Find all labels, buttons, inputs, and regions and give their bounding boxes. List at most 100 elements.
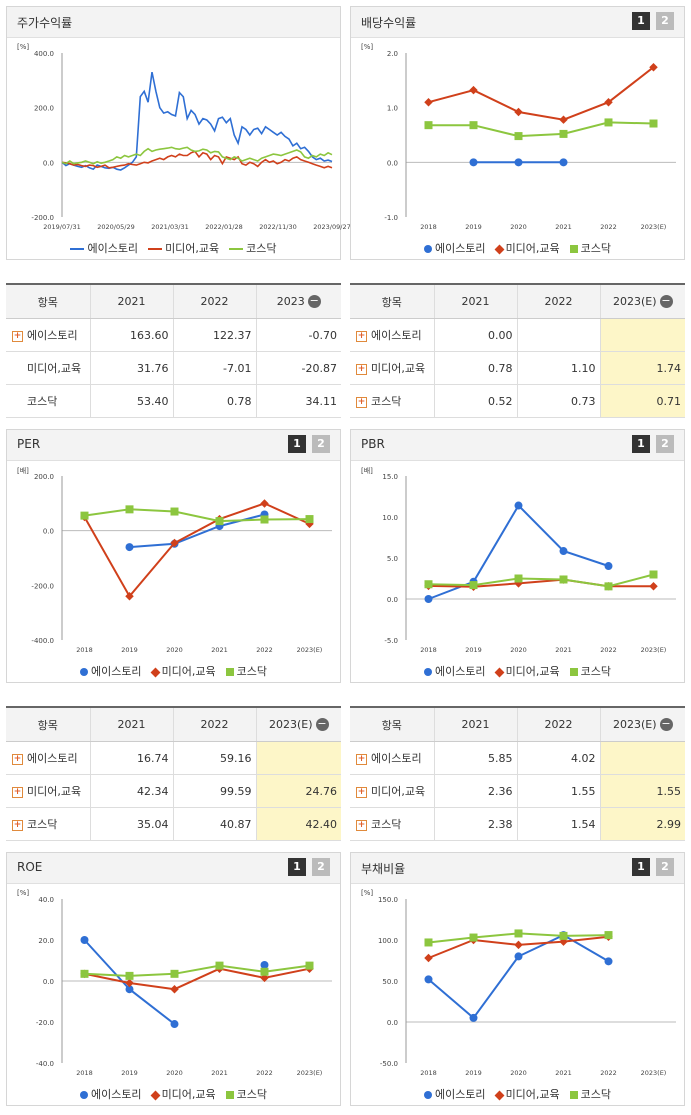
unit-label: [배] [17,467,29,475]
y-tick-label: 50.0 [382,978,398,986]
page-1-button[interactable]: 1 [288,858,306,876]
chart-legend: 에이스토리 미디어,교육 코스닥 [351,240,684,256]
x-tick-label: 2018 [76,1069,93,1077]
row-name: 미디어,교육 [371,362,426,375]
pbr-chart: 15.0 10.0 5.0 0.0 -5.0 2018 2019 2020 2021 2022 20… [382,473,676,654]
dividend-table: 항목 2021 2022 2023(E) − + 에이스토리 0.00 + 미디어,교육 0.78 1… [350,283,685,418]
column-header-year: 2022 [172,706,256,742]
stock-return-panel: 주가수익률 [%] 400.0 200.0 0.0 -200.0 2019/07/31 2… [6,6,351,260]
y-tick-label: 150.0 [378,896,398,904]
row-label-cell: + 에이스토리 [6,741,90,775]
point-kosdaq [559,931,568,940]
expand-icon[interactable]: + [356,396,367,408]
table-row: + 미디어,교육 42.34 99.59 24.76 [6,774,341,808]
header-label: 2022 [544,718,573,731]
series-line-ace [61,71,333,171]
expand-icon[interactable]: + [356,819,367,831]
expand-icon[interactable]: + [356,330,367,342]
row-label-cell: + 미디어,교육 [6,351,90,385]
table-cell: 0.73 [516,384,600,418]
column-header-year: 2021 [89,283,173,319]
column-header-year: 2022 [516,706,600,742]
x-tick-label: 2022 [600,1069,617,1077]
legend-label: 미디어,교육 [165,242,220,255]
page-1-button[interactable]: 1 [632,12,650,30]
table-cell: -0.70 [255,318,341,352]
expand-icon[interactable]: + [12,819,23,831]
x-tick-label: 2018 [76,646,93,654]
row-name: 코스닥 [27,395,58,408]
collapse-icon[interactable]: − [315,717,329,732]
expand-icon[interactable]: + [12,786,23,798]
legend-label: 코스닥 [580,242,612,255]
x-tick-label: 2019 [465,223,482,231]
column-header-year: 2023(E) − [599,283,685,319]
expand-icon[interactable]: + [356,363,367,375]
legend-item-ace: 에이스토리 [423,663,486,679]
x-tick-label: 2019/07/31 [43,223,80,231]
expand-icon[interactable]: + [356,753,367,765]
series-line-media [83,502,310,599]
legend-label: 미디어,교육 [505,1088,560,1101]
page-1-button[interactable]: 1 [288,435,306,453]
point-kosdaq [170,507,179,516]
x-tick-label: 2018 [420,1069,437,1077]
panel-title: 주가수익률 [17,16,73,30]
pbr-panel: PBR 1 2 [배] 15.0 10.0 5.0 0.0 -5.0 2018 2019 20… [350,429,685,683]
dividend-panel: 배당수익률 1 2 [%] 2.0 1.0 0.0 -1.0 2018 2019 2020 2… [350,6,685,260]
page-1-button[interactable]: 1 [632,858,650,876]
page-2-button[interactable]: 2 [656,858,674,876]
marker-swatch [150,1090,161,1100]
header-label: 항목 [381,718,402,732]
chart-legend: 에이스토리 미디어,교육 코스닥 [7,663,340,679]
series-line-media [61,150,333,169]
legend-label: 에이스토리 [90,665,142,678]
column-header-item: 항목 [6,706,90,742]
point-media [469,85,478,95]
expand-icon[interactable]: + [12,330,23,342]
table-cell: 0.52 [433,384,517,418]
table-cell: 35.04 [89,807,173,841]
y-tick-label: 0.0 [387,159,398,167]
table-row: + 에이스토리 0.00 [350,318,685,352]
point-ace [559,158,568,167]
table-cell: 5.85 [433,741,517,775]
point-kosdaq [514,132,523,141]
legend-label: 에이스토리 [90,1088,142,1101]
y-tick-label: -50.0 [380,1060,398,1068]
point-ace [514,501,523,510]
unit-label: [%] [361,889,374,897]
page-2-button[interactable]: 2 [656,435,674,453]
expand-icon[interactable]: + [356,786,367,798]
point-kosdaq [649,570,658,579]
page-2-button[interactable]: 2 [312,858,330,876]
column-header-year: 2021 [433,283,517,319]
collapse-icon[interactable]: − [659,294,673,309]
marker-swatch [423,245,432,253]
row-label-cell: + 미디어,교육 [350,351,434,385]
page-2-button[interactable]: 2 [656,12,674,30]
legend-item-ace: 에이스토리 [70,240,138,256]
series-line-kosdaq [84,508,310,523]
collapse-icon[interactable]: − [659,717,673,732]
point-kosdaq [559,575,568,584]
header-label: 2021 [461,718,490,731]
per-panel: PER 1 2 [배] 200.0 0.0 -200.0 -400.0 2018 2019… [6,429,341,683]
y-tick-label: 0.0 [43,978,54,986]
panel-title: PER [17,437,41,451]
point-kosdaq [514,574,523,583]
table-cell: 0.00 [433,318,517,352]
expand-icon[interactable]: + [12,753,23,765]
page-2-button[interactable]: 2 [312,435,330,453]
column-header-year: 2022 [516,283,600,319]
collapse-icon[interactable]: − [307,294,321,309]
page-1-button[interactable]: 1 [632,435,650,453]
expand-icon: + [12,397,23,408]
x-tick-label: 2022 [256,646,273,654]
x-tick-label: 2018 [420,223,437,231]
unit-label: [%] [361,43,374,51]
series-line-media [84,967,310,991]
table-cell: 40.87 [172,807,256,841]
column-header-item: 항목 [350,283,434,319]
x-tick-label: 2022/01/28 [205,223,242,231]
